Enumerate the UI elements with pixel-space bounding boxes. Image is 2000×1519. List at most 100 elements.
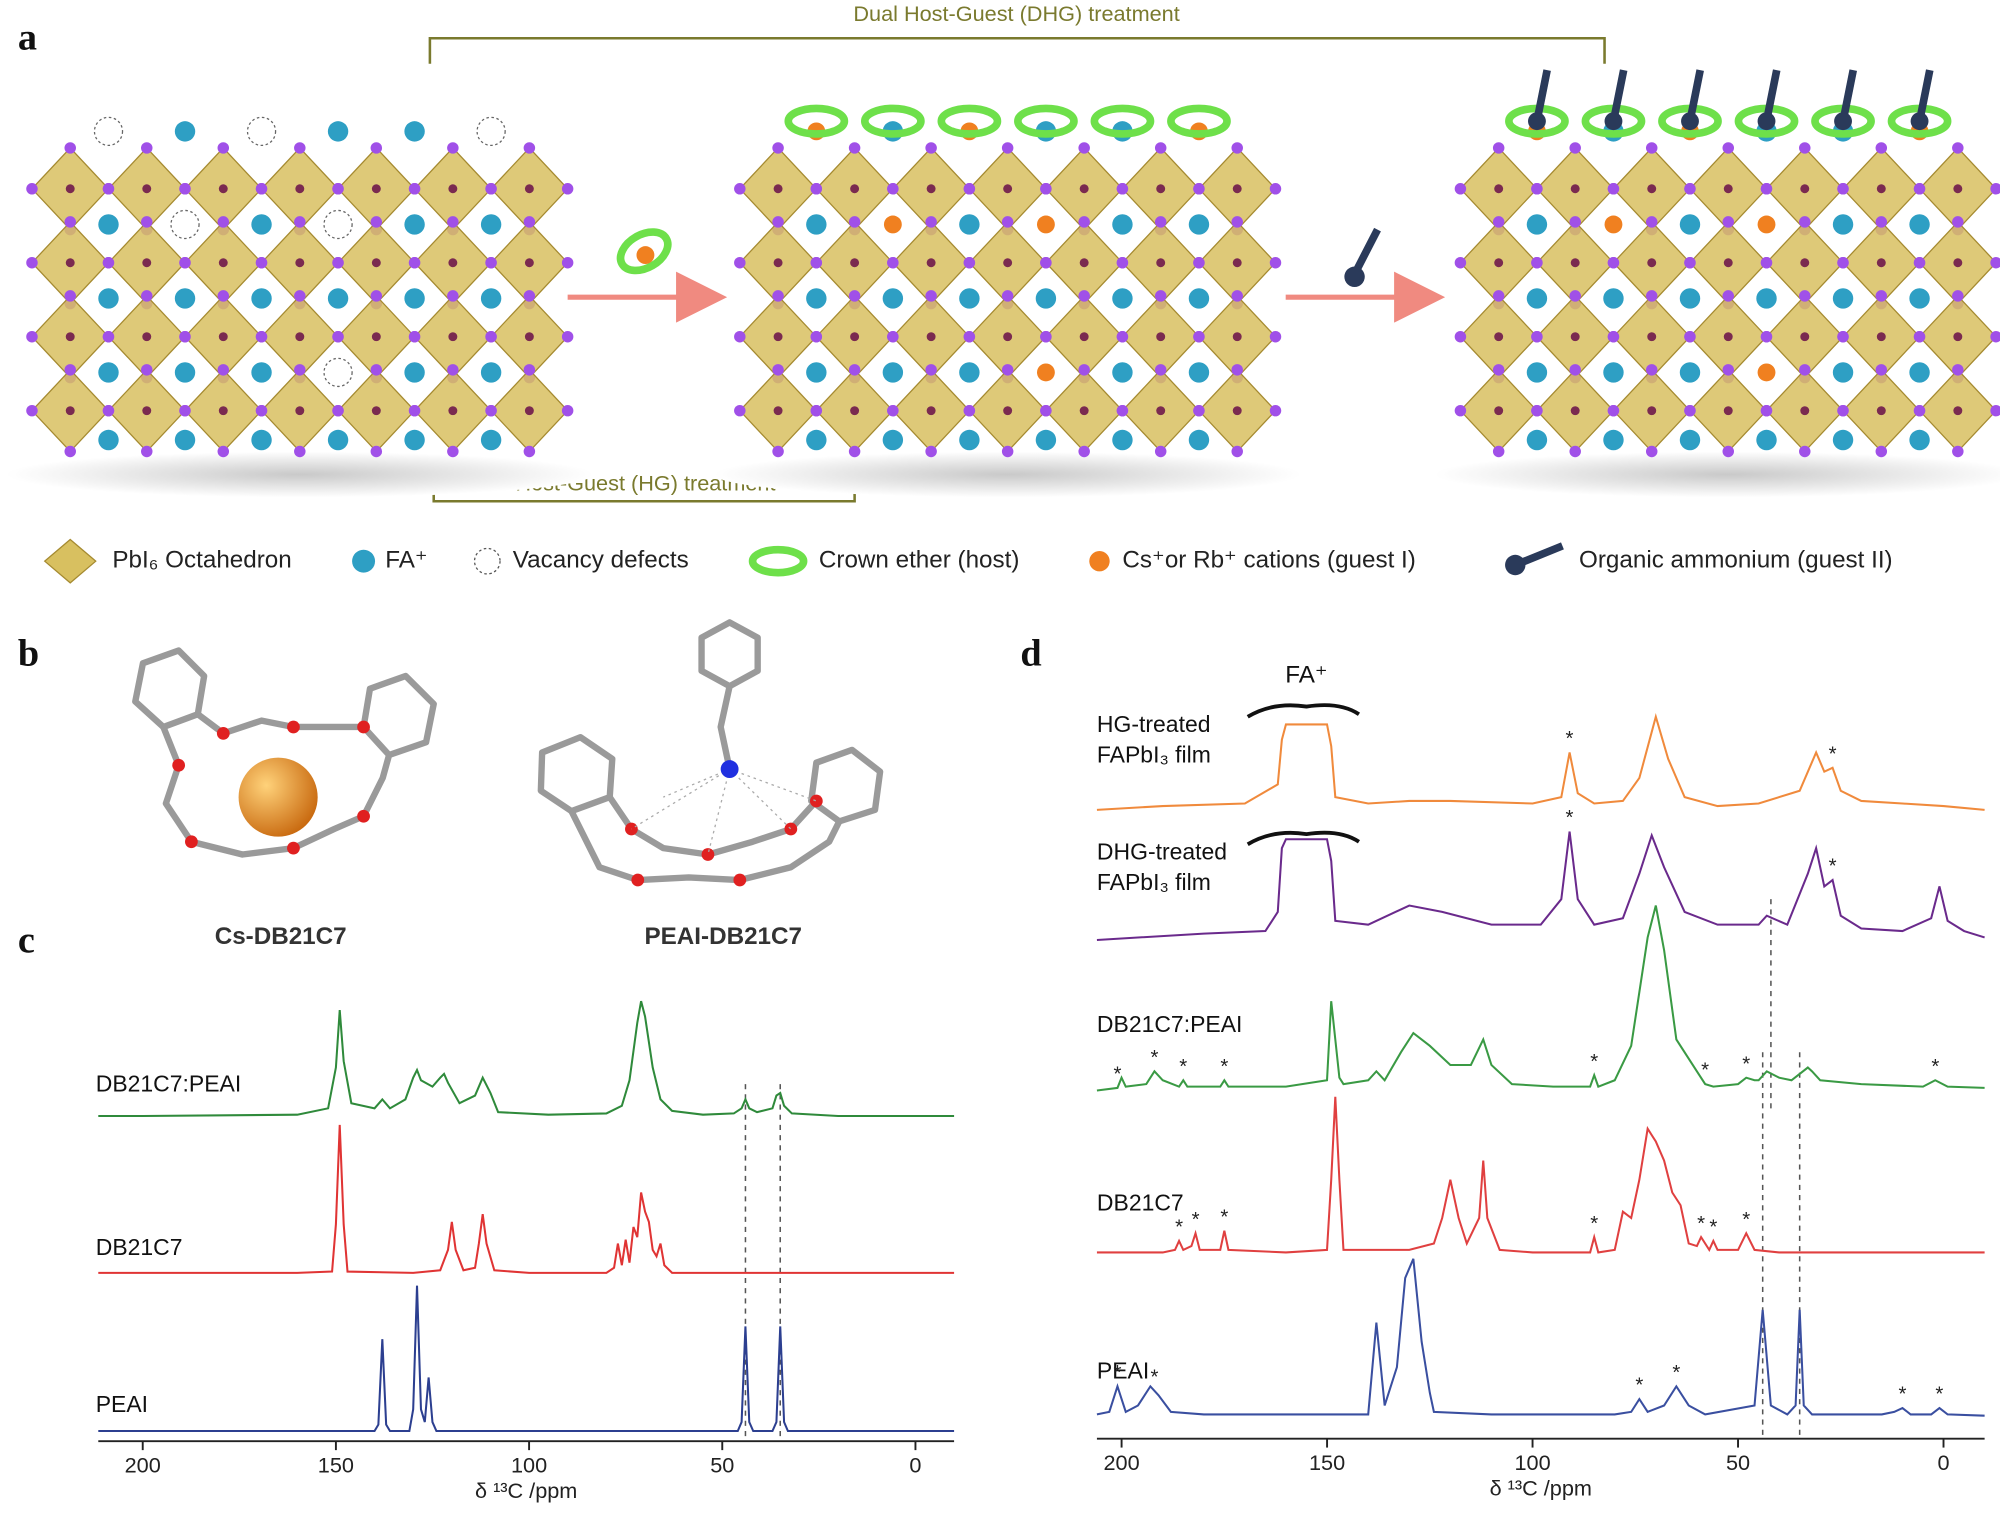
iodide bbox=[1492, 445, 1505, 458]
iodide bbox=[1799, 445, 1811, 458]
iodide bbox=[408, 404, 421, 417]
vacancy bbox=[170, 209, 200, 240]
iodide bbox=[1569, 290, 1581, 302]
iodide bbox=[1913, 183, 1926, 195]
iodide bbox=[1722, 364, 1734, 376]
crown-ether bbox=[937, 104, 1002, 138]
iodide bbox=[1645, 216, 1658, 228]
fa-cation bbox=[1756, 288, 1777, 309]
pb-atom bbox=[1953, 184, 1963, 194]
ammonium bbox=[1528, 112, 1546, 131]
iodide bbox=[1231, 364, 1243, 376]
pb-atom bbox=[1800, 258, 1810, 268]
fa-cation bbox=[404, 429, 425, 451]
pb-atom bbox=[926, 406, 936, 416]
fa-cation bbox=[1909, 288, 1930, 309]
lattices bbox=[6, 69, 2000, 498]
iodide bbox=[217, 445, 230, 458]
iodide bbox=[1078, 364, 1090, 376]
spectrum-line bbox=[98, 1124, 955, 1274]
iodide bbox=[255, 404, 268, 417]
shadow bbox=[1434, 451, 2000, 498]
iodide bbox=[141, 290, 153, 302]
iodide bbox=[1684, 404, 1696, 417]
iodide bbox=[1269, 183, 1282, 195]
iodide bbox=[485, 404, 497, 417]
iodide bbox=[1569, 142, 1581, 154]
iodide bbox=[1001, 364, 1014, 376]
iodide bbox=[1722, 142, 1734, 154]
pb-atom bbox=[1723, 332, 1733, 342]
iodide bbox=[1837, 183, 1849, 195]
molecule bbox=[132, 619, 884, 884]
iodide bbox=[963, 256, 976, 269]
spectrum-line bbox=[1096, 1096, 1985, 1254]
iodide bbox=[370, 142, 383, 154]
vacancy bbox=[476, 116, 506, 147]
sideband-marker: * bbox=[1150, 1366, 1158, 1388]
legend-label: Vacancy defects bbox=[513, 547, 689, 574]
iodide bbox=[1040, 404, 1052, 417]
sideband-marker: * bbox=[1114, 1064, 1122, 1086]
iodide bbox=[294, 364, 306, 376]
iodide bbox=[447, 445, 459, 458]
iodide bbox=[848, 216, 861, 228]
fa-cation bbox=[1679, 288, 1701, 309]
guest-cation bbox=[1604, 215, 1623, 234]
series-label-box: DHG-treated FAPbI₃ film bbox=[1097, 839, 1227, 895]
ammonium bbox=[1604, 112, 1623, 131]
pb-atom bbox=[448, 332, 458, 342]
iodide bbox=[141, 142, 153, 154]
iodide bbox=[1193, 330, 1205, 343]
iodide bbox=[332, 183, 344, 195]
iodide bbox=[1492, 290, 1505, 302]
pb-atom bbox=[926, 332, 936, 342]
legend-icon bbox=[352, 549, 376, 573]
pb-atom bbox=[773, 332, 783, 342]
pb-atom bbox=[850, 258, 860, 268]
iodide bbox=[810, 330, 823, 343]
fa-cation bbox=[1526, 429, 1548, 451]
iodide bbox=[1531, 256, 1543, 269]
fa-cation bbox=[1526, 214, 1548, 235]
iodide bbox=[1154, 216, 1167, 228]
caption: Cs-DB21C7 bbox=[215, 923, 347, 950]
pb-atom bbox=[295, 406, 305, 416]
iodide bbox=[1531, 404, 1543, 417]
sideband-marker: * bbox=[1672, 1362, 1680, 1384]
sideband-marker: * bbox=[1829, 743, 1837, 765]
iodide bbox=[1269, 256, 1282, 269]
iodide bbox=[1837, 330, 1849, 343]
ammonium bbox=[1834, 112, 1852, 131]
legend-label: FA⁺ bbox=[385, 547, 427, 574]
iodide bbox=[485, 183, 497, 195]
iodide bbox=[255, 183, 268, 195]
sideband-marker: * bbox=[1742, 1209, 1750, 1231]
fa-cation bbox=[1112, 362, 1133, 383]
fa-cation bbox=[404, 121, 425, 142]
sideband-marker: * bbox=[1220, 1206, 1228, 1228]
iodide bbox=[1001, 445, 1014, 458]
iodide bbox=[217, 216, 230, 228]
iodide bbox=[523, 290, 536, 302]
spectrum-line bbox=[1096, 831, 1985, 941]
fa-cation bbox=[1909, 362, 1930, 383]
fa-cation bbox=[1603, 362, 1624, 383]
guest-cation bbox=[1757, 215, 1776, 234]
iodide bbox=[1607, 404, 1620, 417]
series-label-box: HG-treated FAPbI₃ film bbox=[1097, 712, 1211, 768]
pb-atom bbox=[524, 406, 534, 416]
iodide bbox=[1760, 330, 1773, 343]
iodide bbox=[734, 404, 746, 417]
ammonium-icon bbox=[1351, 227, 1381, 276]
iodide bbox=[447, 290, 459, 302]
iodide bbox=[848, 142, 861, 154]
pb-atom bbox=[1003, 406, 1013, 416]
iodide bbox=[1875, 290, 1888, 302]
fa-cation bbox=[1188, 288, 1210, 309]
fa-cation bbox=[806, 214, 827, 235]
spectrum-line bbox=[98, 1000, 955, 1117]
crown-ether bbox=[784, 104, 849, 138]
sideband-marker: * bbox=[1192, 1209, 1200, 1231]
iodide bbox=[1001, 142, 1014, 154]
